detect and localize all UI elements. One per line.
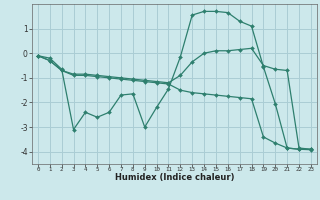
X-axis label: Humidex (Indice chaleur): Humidex (Indice chaleur): [115, 173, 234, 182]
